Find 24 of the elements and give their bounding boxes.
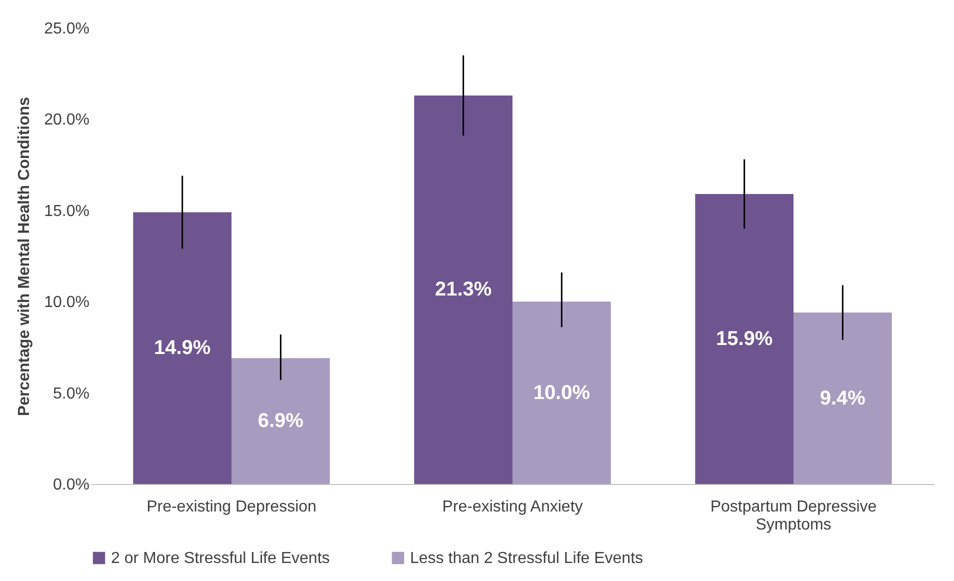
- legend-label: Less than 2 Stressful Life Events: [410, 550, 644, 567]
- y-axis-title: Percentage with Mental Health Conditions: [16, 96, 34, 416]
- x-tick-label: Pre-existing Anxiety: [442, 498, 583, 516]
- x-tick-label: Pre-existing Depression: [146, 498, 316, 516]
- y-tick-label: 15.0%: [44, 202, 90, 220]
- bar: [695, 194, 794, 484]
- y-tick-label: 10.0%: [44, 294, 90, 312]
- bar: [414, 95, 512, 484]
- bar: [232, 358, 330, 484]
- y-tick-label: 0.0%: [53, 476, 90, 494]
- bar: [512, 302, 611, 484]
- data-label: 6.9%: [258, 410, 304, 432]
- y-tick-label: 20.0%: [44, 112, 90, 129]
- data-label: 15.9%: [716, 328, 773, 350]
- y-tick-label: 25.0%: [44, 20, 90, 38]
- bar: [794, 312, 892, 484]
- x-tick-label: Postpartum Depressive Symptoms: [710, 498, 877, 534]
- legend-label: 2 or More Stressful Life Events: [111, 550, 330, 567]
- data-label: 14.9%: [154, 337, 211, 360]
- data-label: 9.4%: [820, 387, 866, 410]
- bar: [133, 212, 232, 484]
- data-label: 21.3%: [434, 278, 492, 301]
- data-label: 10.0%: [533, 382, 590, 404]
- y-tick-label: 5.0%: [53, 385, 90, 402]
